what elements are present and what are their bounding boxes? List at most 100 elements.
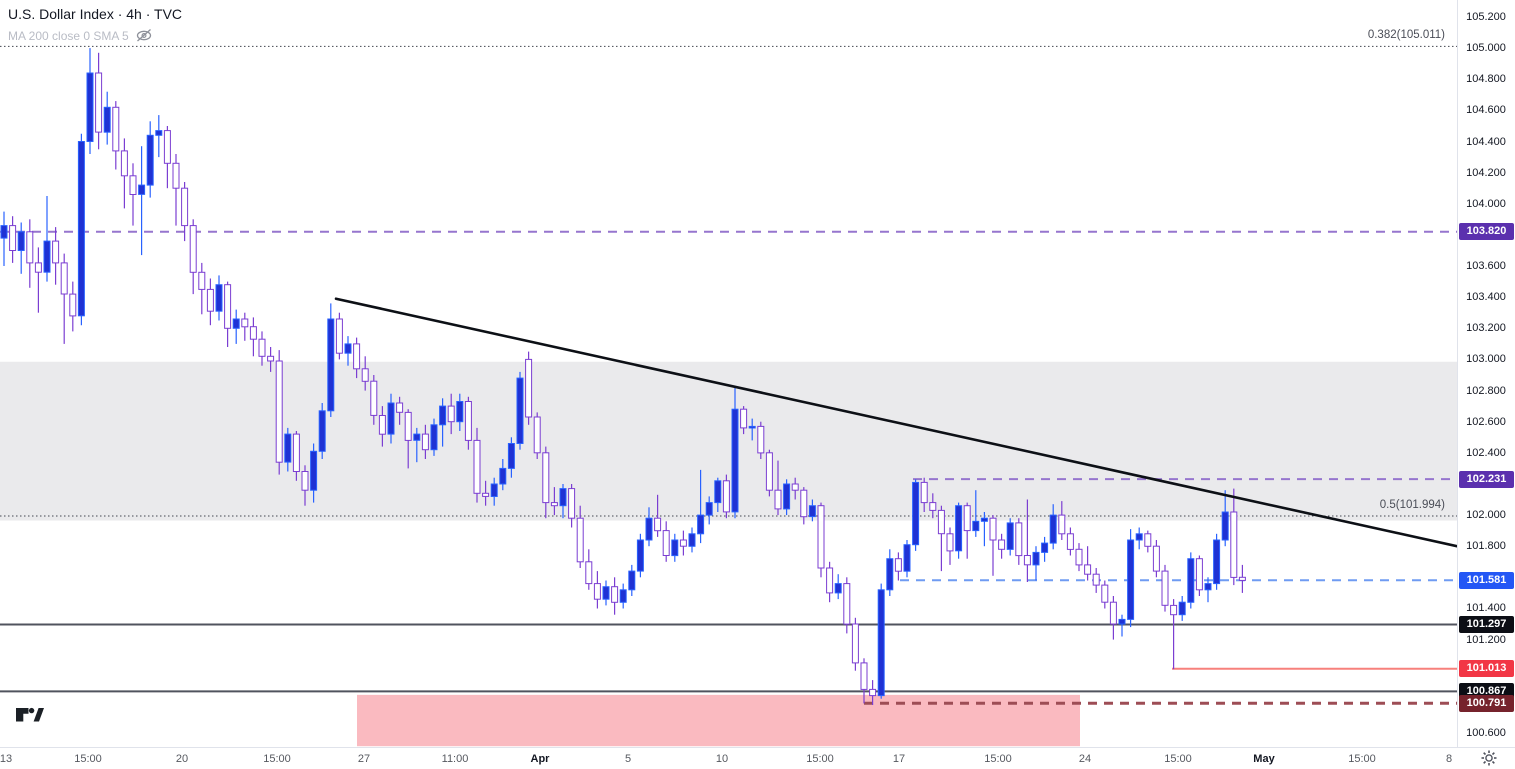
candle-down — [1058, 514, 1066, 535]
candle-up — [877, 589, 885, 697]
price-label-100.791: 100.791 — [1459, 695, 1514, 712]
candle-down — [189, 225, 197, 273]
candle-down — [275, 360, 283, 463]
candle-down — [172, 162, 180, 189]
candle-up — [886, 558, 894, 591]
candle-down — [1015, 522, 1023, 557]
candle-down — [765, 452, 773, 491]
candle-up — [327, 318, 335, 412]
price-tick: 101.800 — [1466, 540, 1506, 552]
candle-down — [335, 318, 343, 354]
candle-up — [602, 586, 610, 600]
time-tick: 15:00 — [984, 753, 1012, 765]
candle-up — [430, 424, 438, 451]
time-tick: 20 — [175, 753, 189, 765]
time-tick: 13 — [0, 753, 13, 765]
price-tick: 100.600 — [1466, 727, 1506, 739]
chart-legend: U.S. Dollar Index · 4h · TVC MA 200 clos… — [8, 6, 182, 43]
price-tick: 103.000 — [1466, 353, 1506, 365]
candle-up — [138, 184, 146, 195]
candle-up — [980, 517, 988, 522]
candle-up — [1178, 601, 1186, 616]
time-tick: 15:00 — [1348, 753, 1376, 765]
candle-down — [550, 502, 558, 507]
price-tick: 104.600 — [1466, 104, 1506, 116]
candle-down — [1066, 533, 1074, 550]
candle-down — [26, 231, 34, 264]
price-tick: 102.400 — [1466, 447, 1506, 459]
candle-down — [1238, 576, 1246, 581]
price-tick: 104.200 — [1466, 167, 1506, 179]
indicator-row[interactable]: MA 200 close 0 SMA 5 — [8, 28, 182, 43]
eye-slash-icon[interactable] — [135, 28, 153, 43]
candle-down — [611, 586, 619, 603]
candle-up — [86, 72, 94, 142]
candle-up — [103, 106, 111, 133]
time-tick: Apr — [530, 753, 550, 765]
chart-plot-area[interactable]: U.S. Dollar Index · 4h · TVC MA 200 clos… — [0, 0, 1457, 747]
candle-up — [1213, 539, 1221, 585]
candle-down — [129, 175, 137, 196]
candle-up — [1135, 533, 1143, 541]
candle-up — [972, 520, 980, 532]
candles-layer — [0, 48, 1246, 705]
tradingview-logo[interactable] — [16, 706, 44, 723]
price-tick: 101.400 — [1466, 602, 1506, 614]
price-tick: 102.000 — [1466, 509, 1506, 521]
price-axis[interactable]: 105.200 105.000 104.800 104.600 104.400 104.2… — [1457, 0, 1515, 747]
candle-down — [826, 567, 834, 594]
candle-down — [525, 358, 533, 418]
candle-down — [593, 583, 601, 600]
candle-down — [860, 662, 868, 690]
time-axis[interactable]: 13 15:00 20 15:00 27 11:00 Apr 5 10 15:00 17 15:00 2… — [0, 747, 1515, 769]
candle-down — [447, 405, 455, 423]
candle-up — [1187, 558, 1195, 603]
price-label-101.013: 101.013 — [1459, 660, 1514, 677]
candle-down — [662, 530, 670, 556]
candle-up — [619, 589, 627, 603]
candle-down — [198, 271, 206, 290]
candle-down — [998, 539, 1006, 550]
candle-down — [1084, 564, 1092, 575]
candle-up — [77, 141, 85, 317]
candle-up — [232, 318, 240, 329]
price-label-101.297: 101.297 — [1459, 616, 1514, 633]
candle-up — [1041, 542, 1049, 553]
candle-down — [800, 489, 808, 518]
time-tick: 17 — [892, 753, 906, 765]
candle-down — [1023, 555, 1031, 566]
price-tick: 105.000 — [1466, 42, 1506, 54]
candle-down — [370, 380, 378, 416]
candle-down — [163, 130, 171, 164]
candle-down — [421, 433, 429, 451]
time-tick: 5 — [624, 753, 632, 765]
candle-up — [439, 405, 447, 426]
candle-up — [507, 443, 515, 469]
candle-up — [310, 450, 318, 491]
price-tick: 104.400 — [1466, 136, 1506, 148]
candle-up — [628, 570, 636, 591]
candle-down — [353, 343, 361, 370]
candle-up — [748, 425, 756, 429]
candle-up — [697, 514, 705, 535]
gear-icon[interactable] — [1481, 750, 1497, 766]
candle-down — [1075, 548, 1083, 566]
time-tick: 10 — [715, 753, 729, 765]
candle-up — [155, 130, 163, 136]
candle-down — [1230, 511, 1238, 578]
candle-up — [1221, 511, 1229, 541]
candle-down — [181, 187, 189, 227]
candle-down — [301, 471, 309, 491]
candle-down — [224, 284, 232, 329]
candle-down — [679, 539, 687, 547]
candle-down — [1109, 601, 1117, 625]
candle-down — [774, 489, 782, 510]
price-tick: 104.800 — [1466, 73, 1506, 85]
candle-down — [292, 433, 300, 473]
candle-up — [645, 517, 653, 541]
candle-up — [731, 408, 739, 513]
symbol-title[interactable]: U.S. Dollar Index · 4h · TVC — [8, 6, 183, 22]
candle-down — [757, 425, 765, 454]
candle-up — [1204, 583, 1212, 591]
time-tick: 15:00 — [1164, 753, 1192, 765]
